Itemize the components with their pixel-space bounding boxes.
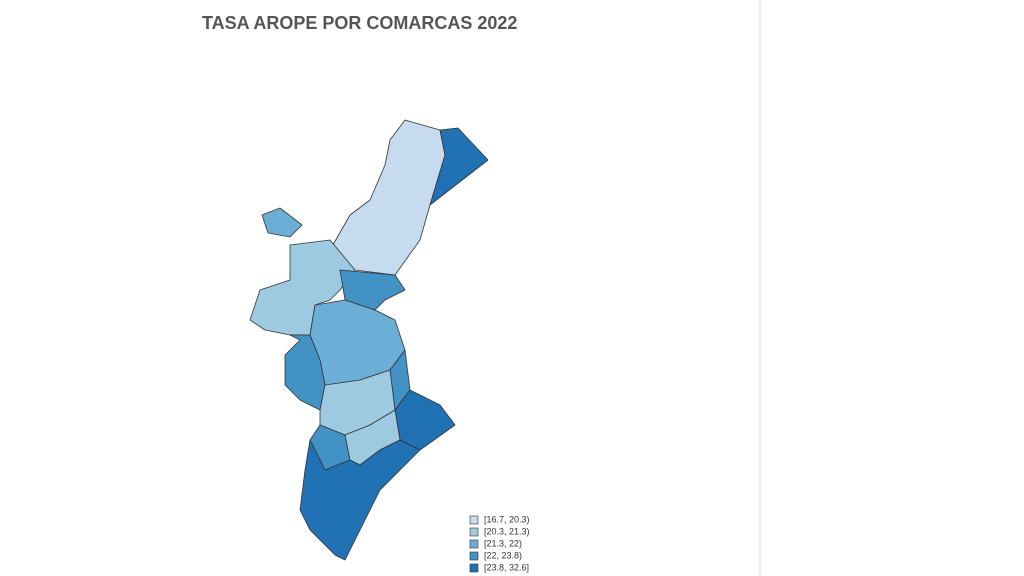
choropleth-map (249, 119, 489, 561)
legend-label: [16.7, 20.3) (484, 514, 530, 524)
legend-swatch (469, 527, 479, 537)
map-title: TASA AROPE POR COMARCAS 2022 (202, 13, 517, 33)
legend-swatch (469, 551, 479, 561)
legend: [16.7, 20.3) [20.3, 21.3) [21.3, 22) [22, 2… (469, 514, 530, 573)
legend-label: [21.3, 22) (484, 538, 522, 548)
region (299, 439, 421, 561)
region (429, 127, 489, 206)
legend-swatch (469, 515, 479, 525)
legend-label: [22, 23.8) (484, 550, 522, 560)
region (284, 334, 326, 411)
legend-label: [23.8, 32.6] (484, 562, 529, 572)
legend-label: [20.3, 21.3) (484, 526, 530, 536)
legend-swatch (469, 563, 479, 573)
legend-swatch (469, 539, 479, 549)
region (261, 207, 303, 238)
